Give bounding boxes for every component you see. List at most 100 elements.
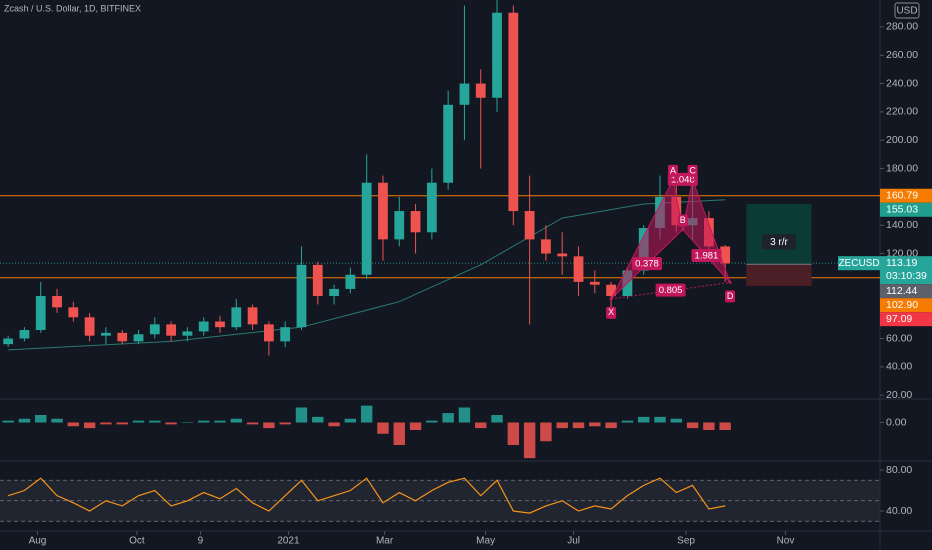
- x-tick-label: 9: [198, 536, 204, 547]
- macd-bar: [295, 407, 308, 423]
- loss-zone: [746, 264, 812, 286]
- candle-body: [426, 182, 437, 233]
- price-label: 97.09: [886, 313, 912, 325]
- macd-bar: [377, 422, 389, 434]
- macd-bar: [393, 422, 405, 445]
- ratio-label: 1.048: [671, 174, 695, 185]
- pattern-point: [691, 178, 695, 182]
- rsi-tick-label: 80.00: [886, 464, 912, 476]
- candle-body: [361, 182, 372, 275]
- candle-body: [52, 296, 62, 308]
- ratio-box: [631, 257, 662, 271]
- point-box: [725, 290, 736, 303]
- x-tick-label: May: [476, 536, 495, 547]
- candle-body: [443, 104, 454, 183]
- price-label-box: [880, 202, 932, 217]
- price-label-box: [880, 312, 932, 327]
- macd-bar: [198, 420, 210, 423]
- point-label: X: [608, 307, 614, 317]
- macd-bar: [703, 422, 715, 430]
- macd-bar: [328, 422, 340, 427]
- macd-bar: [279, 422, 291, 425]
- candle-body: [198, 321, 209, 332]
- y-tick-label: 140.00: [886, 219, 918, 231]
- macd-bar: [686, 422, 699, 429]
- macd-bar: [491, 415, 503, 423]
- point-label: A: [670, 165, 676, 175]
- macd-bar: [458, 407, 471, 423]
- candle-body: [573, 256, 584, 282]
- y-tick-label: 20.00: [886, 389, 912, 401]
- macd-bar: [246, 422, 259, 425]
- candle-body: [247, 307, 258, 325]
- symbol-label: ZECUSD: [838, 258, 879, 269]
- x-tick-label: Oct: [129, 536, 145, 547]
- macd-bar: [426, 420, 438, 423]
- macd-bar: [344, 418, 357, 423]
- candle-body: [231, 307, 242, 328]
- rsi-line: [7, 477, 726, 514]
- candle-body: [117, 332, 128, 342]
- candle-body: [541, 239, 551, 254]
- candle-body: [19, 330, 30, 339]
- price-label-box: [880, 188, 932, 203]
- candle-body: [492, 12, 502, 98]
- macd-bar: [638, 416, 650, 423]
- candle-body: [35, 296, 46, 331]
- macd-bar: [132, 420, 145, 423]
- moving-average: [8, 199, 726, 351]
- point-label: D: [727, 291, 734, 301]
- price-label: 155.03: [886, 204, 918, 216]
- macd-tick-label: 0.00: [886, 416, 907, 428]
- macd-bar: [572, 422, 585, 429]
- x-tick-label: 2021: [277, 536, 300, 547]
- macd-bar: [18, 418, 31, 423]
- macd-bar: [2, 420, 14, 423]
- point-box: [668, 164, 679, 177]
- point-box: [677, 214, 688, 227]
- candle-body: [182, 331, 193, 336]
- macd-bar: [409, 422, 422, 430]
- candle-body: [459, 83, 470, 105]
- candle-body: [101, 332, 111, 336]
- macd-bar: [230, 418, 242, 423]
- macd-bar: [312, 416, 324, 423]
- point-box: [606, 306, 617, 319]
- macd-bar: [556, 422, 568, 429]
- x-tick-label: Sep: [677, 536, 695, 547]
- price-label: 102.90: [886, 299, 918, 311]
- macd-bar: [263, 422, 275, 429]
- candle-body: [84, 317, 95, 336]
- currency: USD: [896, 6, 917, 17]
- price-label-box: [880, 298, 932, 313]
- macd-bar: [100, 422, 112, 425]
- macd-bar: [589, 422, 601, 427]
- candle-body: [720, 246, 731, 264]
- candle-body: [280, 327, 291, 342]
- candle-body: [524, 211, 535, 240]
- profit-zone: [746, 203, 812, 265]
- macd-bar: [149, 420, 161, 423]
- y-tick-label: 60.00: [886, 332, 912, 344]
- macd-bar: [360, 405, 373, 423]
- price-label-box: [880, 284, 932, 299]
- macd-bar: [654, 416, 666, 423]
- candle-body: [264, 324, 274, 342]
- ratio-box: [655, 283, 686, 297]
- macd-bar: [507, 422, 520, 445]
- macd-bar: [523, 422, 536, 459]
- pattern-point: [681, 227, 685, 231]
- x-tick-label: Mar: [376, 536, 394, 547]
- y-tick-label: 200.00: [886, 134, 918, 146]
- point-box: [687, 164, 698, 177]
- y-tick-label: 260.00: [886, 49, 918, 61]
- candle-body: [394, 211, 405, 240]
- macd-bar: [67, 422, 80, 427]
- candle-body: [68, 307, 79, 318]
- macd-bar: [475, 422, 487, 429]
- macd-bar: [51, 418, 63, 423]
- candle-body: [606, 284, 616, 297]
- price-label: 160.79: [886, 190, 918, 202]
- rr-box: [761, 234, 796, 250]
- y-tick-label: 280.00: [886, 21, 918, 33]
